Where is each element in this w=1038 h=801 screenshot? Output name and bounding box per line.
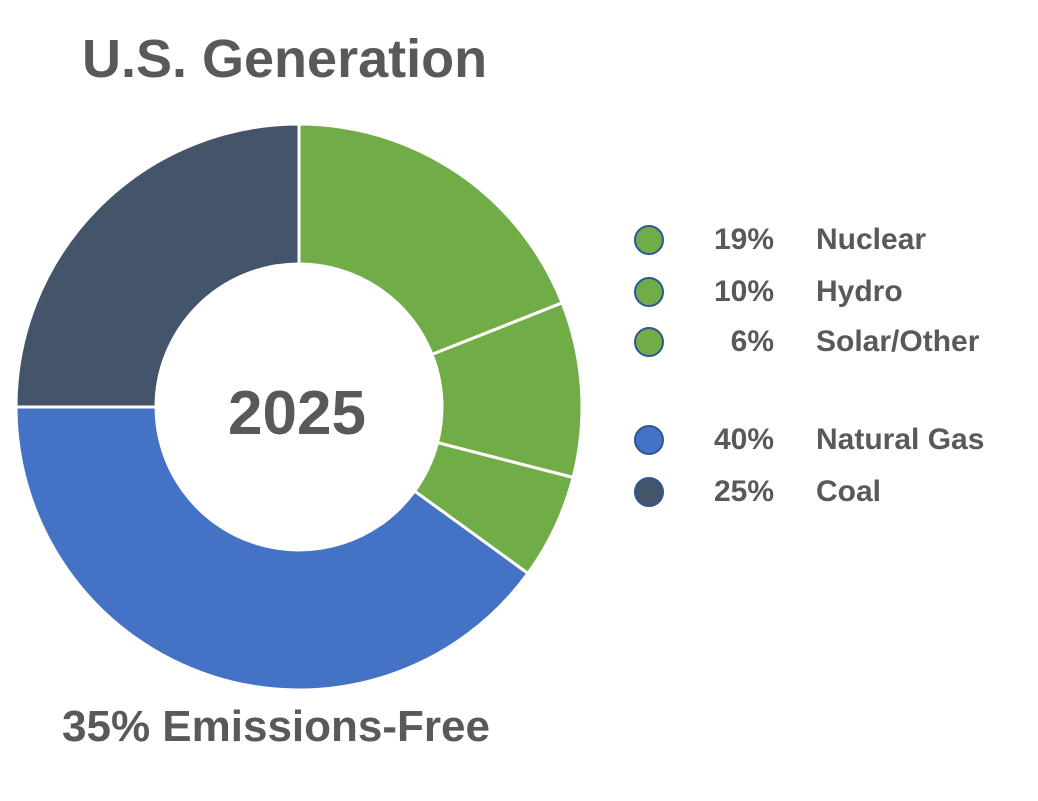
legend-marker-icon — [634, 425, 664, 455]
slice-coal — [14, 122, 301, 409]
legend-percent: 10% — [713, 275, 774, 308]
legend-marker-icon — [634, 327, 664, 357]
slice-natural-gas — [14, 405, 531, 692]
legend-label: Solar/Other — [816, 325, 980, 358]
legend-label: Coal — [816, 475, 882, 508]
legend-item: 19% Nuclear — [634, 222, 926, 258]
legend-percent: 19% — [713, 223, 774, 256]
chart-title: U.S. Generation — [82, 29, 488, 89]
legend-label: Natural Gas — [816, 423, 985, 456]
slice-hydro — [430, 300, 584, 480]
legend-item: 25% Coal — [634, 474, 881, 510]
legend-item: 40% Natural Gas — [634, 422, 984, 458]
legend-item: 6% Solar/Other — [634, 324, 979, 360]
legend-label: Nuclear — [816, 223, 927, 256]
slice-nuclear — [297, 122, 565, 357]
center-label: 2025 — [228, 379, 366, 448]
legend-marker-icon — [634, 477, 664, 507]
legend-percent: 25% — [713, 475, 774, 508]
legend-percent: 6% — [730, 325, 774, 358]
legend-item: 10% Hydro — [634, 274, 903, 310]
legend-label: Hydro — [816, 275, 903, 308]
legend-marker-icon — [634, 225, 664, 255]
footer-label: 35% Emissions-Free — [62, 702, 490, 751]
legend-marker-icon — [634, 277, 664, 307]
slice-solar-other — [412, 440, 575, 576]
legend-percent: 40% — [713, 423, 774, 456]
